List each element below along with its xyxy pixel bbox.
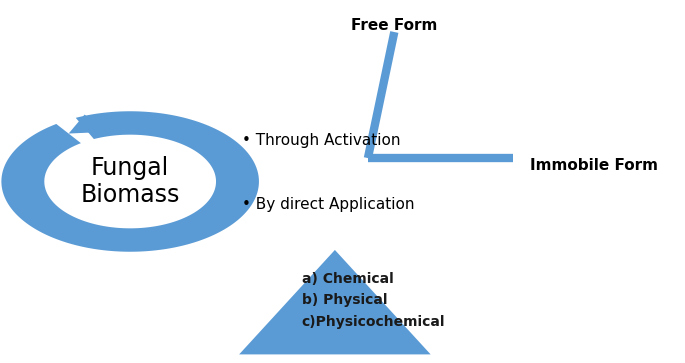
Polygon shape [239,250,431,354]
Text: b) Physical: b) Physical [302,293,388,307]
Text: Free Form: Free Form [351,17,438,33]
Text: Immobile Form: Immobile Form [530,158,658,173]
Text: c)Physicochemical: c)Physicochemical [302,315,445,329]
Polygon shape [1,111,259,252]
Text: Fungal
Biomass: Fungal Biomass [80,156,180,207]
Text: • By direct Application: • By direct Application [242,197,415,212]
Text: a) Chemical: a) Chemical [302,272,394,286]
Polygon shape [68,115,107,134]
Text: • Through Activation: • Through Activation [242,132,401,148]
